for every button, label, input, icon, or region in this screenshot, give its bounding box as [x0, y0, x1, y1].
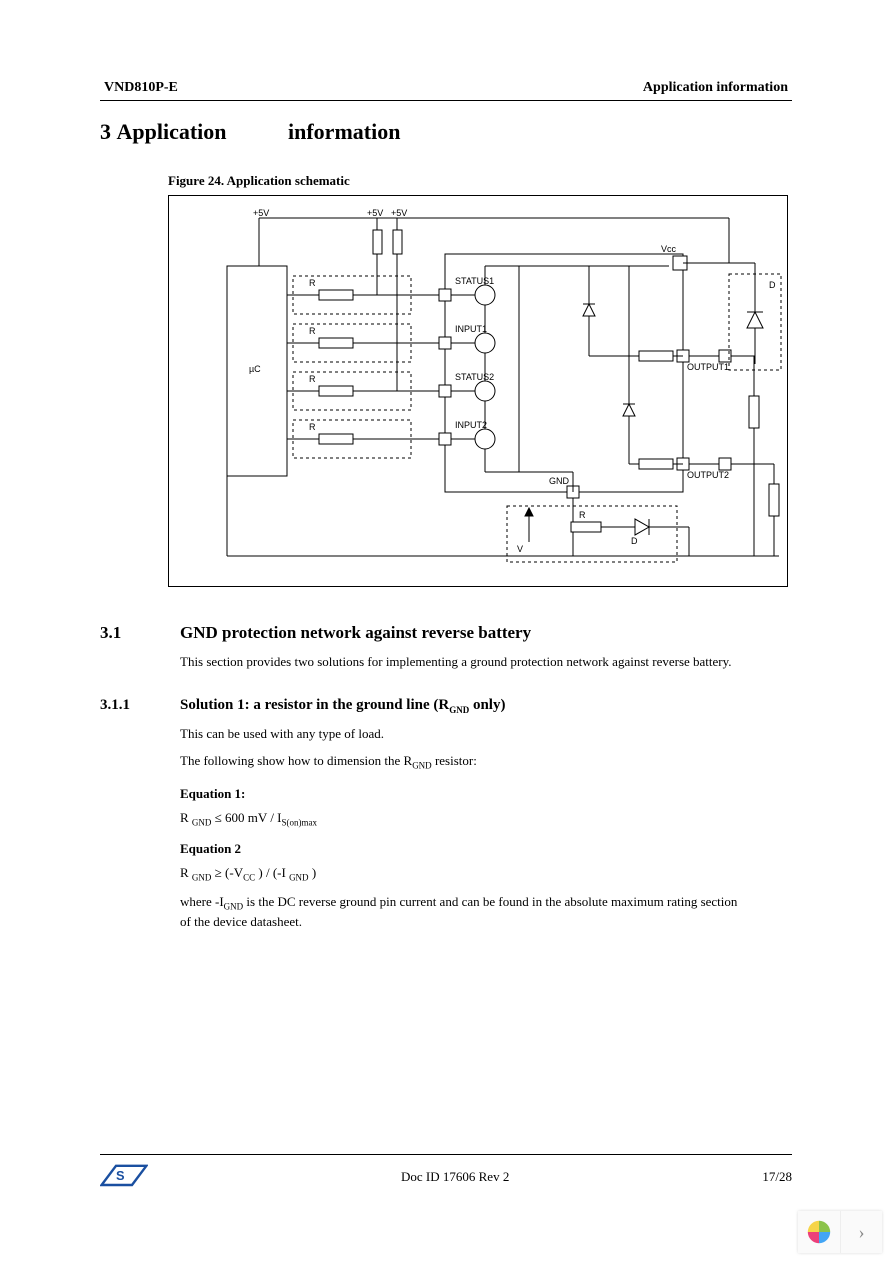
- viewer-nav: ›: [798, 1211, 882, 1253]
- pinwheel-icon: [805, 1218, 833, 1246]
- svg-text:S: S: [116, 1168, 125, 1183]
- label-r3: R: [309, 374, 316, 384]
- label-d-ext: D: [769, 280, 776, 290]
- chapter-text: information: [288, 119, 400, 145]
- label-5v-2: +5V: [391, 208, 407, 218]
- section-3.1.1-p3: where -IGND is the DC reverse ground pin…: [180, 893, 740, 930]
- label-status1: STATUS1: [455, 276, 494, 286]
- label-input1: INPUT1: [455, 324, 487, 334]
- page-footer: S Doc ID 17606 Rev 2 17/28: [100, 1154, 792, 1193]
- section-number: 3.1: [100, 623, 180, 643]
- nav-next-button[interactable]: ›: [840, 1211, 882, 1253]
- equation-1-label: Equation 1:: [180, 786, 792, 802]
- label-status2: STATUS2: [455, 372, 494, 382]
- chapter-number: 3 Application: [100, 119, 168, 145]
- section-title: GND protection network against reverse b…: [180, 623, 531, 643]
- section-3.1.1-p1: This can be used with any type of load.: [180, 725, 740, 743]
- label-r2: R: [309, 326, 316, 336]
- section-3.1.1-p2: The following show how to dimension the …: [180, 752, 740, 772]
- section-3.1.1-heading: 3.1.1 Solution 1: a resistor in the grou…: [100, 697, 792, 715]
- header-part-number: VND810P-E: [104, 80, 178, 96]
- label-r1: R: [309, 278, 316, 288]
- equation-2: R GND ≥ (-VCC ) / (-I GND ): [180, 865, 792, 883]
- figure-caption: Figure 24. Application schematic: [168, 173, 792, 189]
- section-3.1-heading: 3.1 GND protection network against rever…: [100, 623, 792, 643]
- label-uc: µC: [249, 364, 261, 374]
- footer-docid: Doc ID 17606 Rev 2: [401, 1169, 509, 1185]
- footer-page-number: 17/28: [762, 1169, 792, 1185]
- datasheet-page: VND810P-E Application information 3 Appl…: [0, 0, 892, 1263]
- nav-home-button[interactable]: [798, 1211, 840, 1253]
- schematic-svg: [169, 196, 789, 588]
- label-out1: OUTPUT1: [687, 362, 729, 372]
- label-5v-1: +5V: [367, 208, 383, 218]
- label-dgnd: D: [631, 536, 638, 546]
- application-schematic: +5V +5V +5V µC R R R R STATUS1 INPUT1 ST…: [168, 195, 788, 587]
- label-r4: R: [309, 422, 316, 432]
- label-rgnd: R: [579, 510, 586, 520]
- equation-1: R GND ≤ 600 mV / IS(on)max: [180, 810, 792, 828]
- st-logo-icon: S: [100, 1161, 148, 1193]
- chevron-right-icon: ›: [859, 1222, 865, 1243]
- label-out2: OUTPUT2: [687, 470, 729, 480]
- label-gnd: GND: [549, 476, 569, 486]
- chapter-title: 3 Application information: [100, 119, 792, 145]
- label-vcc: Vcc: [661, 244, 676, 254]
- label-input2: INPUT2: [455, 420, 487, 430]
- header-section: Application information: [643, 80, 788, 96]
- label-5v-uc: +5V: [253, 208, 269, 218]
- header-rule: [100, 100, 792, 101]
- label-vgnd: V: [517, 544, 523, 554]
- section-3.1-p1: This section provides two solutions for …: [180, 653, 740, 671]
- subsection-title: Solution 1: a resistor in the ground lin…: [180, 697, 505, 715]
- equation-2-label: Equation 2: [180, 841, 792, 857]
- page-header: VND810P-E Application information: [100, 80, 792, 96]
- subsection-number: 3.1.1: [100, 697, 180, 715]
